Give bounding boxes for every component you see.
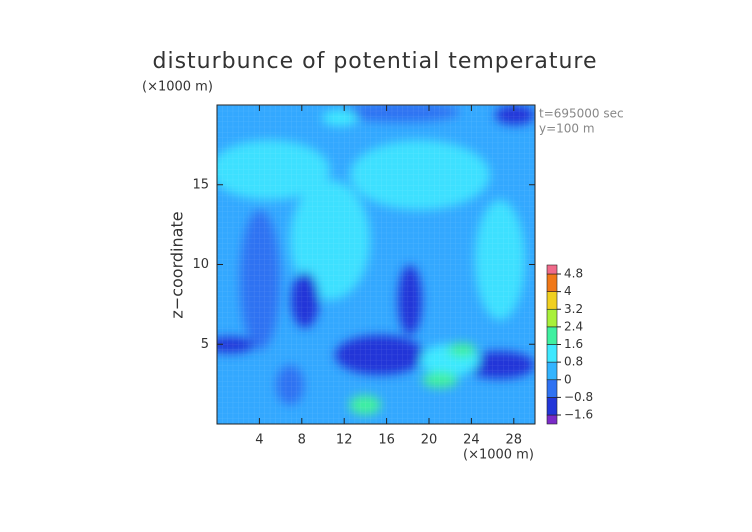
y-unit-label: (×1000 m) bbox=[142, 80, 213, 95]
y-axis-title: z−coordinate bbox=[168, 211, 187, 318]
colorbar-label: 0.8 bbox=[564, 355, 583, 369]
y-tick-label: 10 bbox=[192, 257, 209, 272]
x-tick-label: 16 bbox=[378, 433, 395, 448]
x-tick-label: 20 bbox=[421, 433, 438, 448]
colorbar-swatch bbox=[546, 379, 558, 398]
colorbar-label: 3.2 bbox=[564, 302, 583, 316]
colorbar-swatch bbox=[546, 273, 558, 292]
annotation: y=100 m bbox=[539, 122, 595, 136]
x-tick-label: 4 bbox=[255, 433, 263, 448]
colorbar-swatch bbox=[546, 397, 558, 416]
colorbar-label: 4.8 bbox=[564, 267, 583, 281]
colorbar-swatch bbox=[546, 264, 558, 275]
x-unit-label: (×1000 m) bbox=[463, 448, 534, 463]
colorbar-label: 1.6 bbox=[564, 337, 583, 351]
annotation: t=695000 sec bbox=[539, 107, 624, 121]
colorbar-swatch bbox=[546, 326, 558, 345]
colorbar-swatch bbox=[546, 308, 558, 328]
chart-title: disturbunce of potential temperature bbox=[153, 49, 598, 74]
colorbar-label: −1.6 bbox=[564, 408, 593, 422]
y-tick-label: 15 bbox=[192, 177, 209, 192]
x-tick-label: 28 bbox=[506, 433, 523, 448]
x-tick-label: 24 bbox=[463, 433, 480, 448]
colorbar-swatch bbox=[546, 291, 558, 310]
colorbar-label: 0 bbox=[564, 372, 572, 386]
colorbar-label: 2.4 bbox=[564, 319, 583, 333]
colorbar-label: −0.8 bbox=[564, 390, 593, 404]
colorbar-label: 4 bbox=[564, 284, 572, 298]
colorbar-swatch bbox=[546, 361, 558, 381]
colorbar-swatch bbox=[546, 344, 558, 363]
x-tick-label: 8 bbox=[298, 433, 306, 448]
y-tick-label: 5 bbox=[201, 337, 209, 352]
colorbar-swatch bbox=[546, 414, 558, 425]
x-tick-label: 12 bbox=[336, 433, 353, 448]
contour-field bbox=[217, 105, 535, 424]
